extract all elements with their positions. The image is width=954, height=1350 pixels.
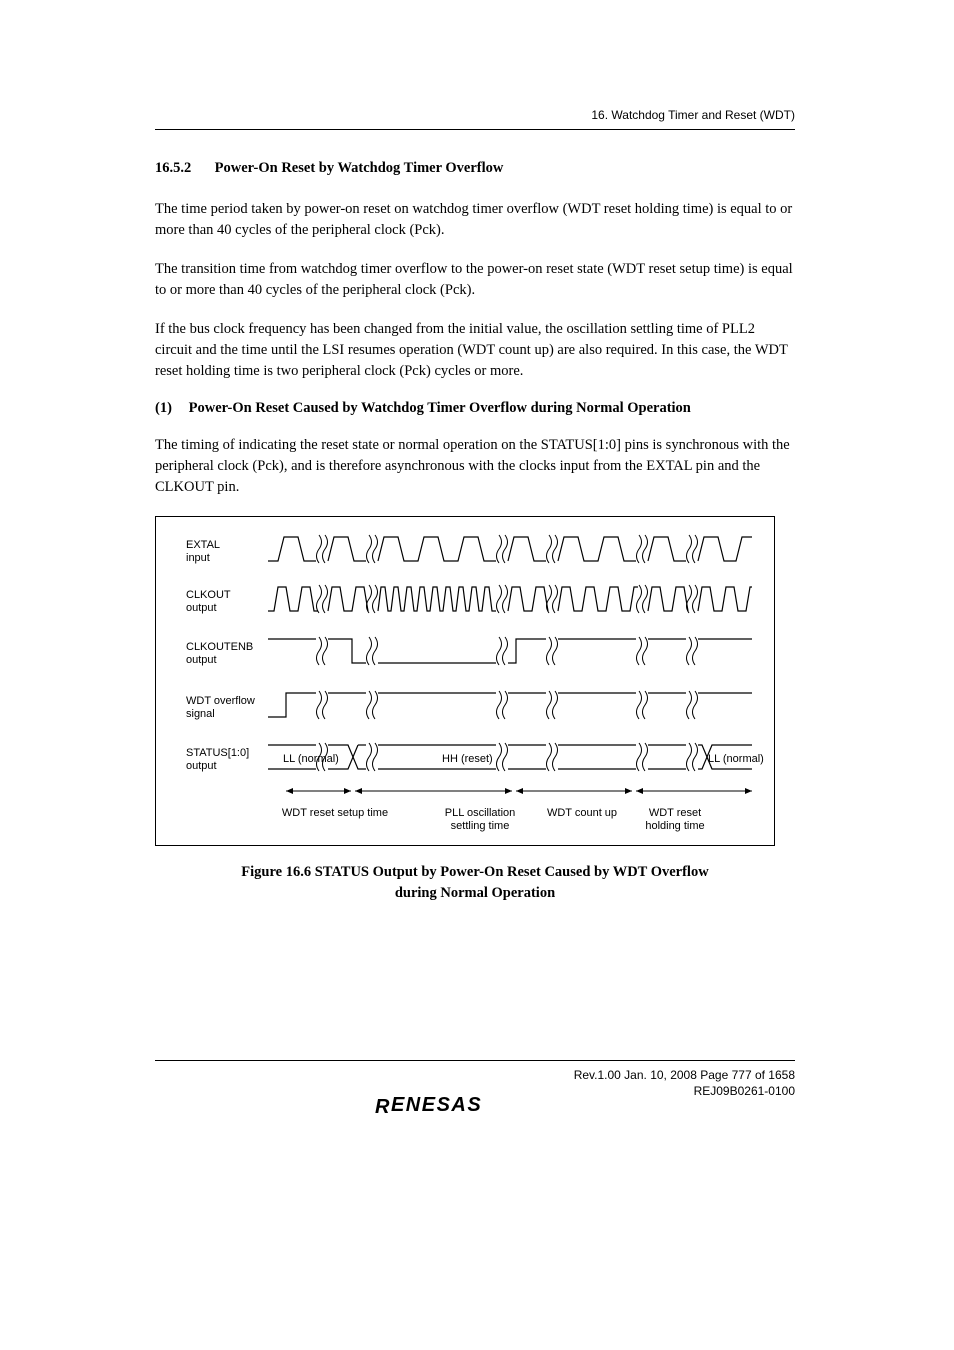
page-content: 16. Watchdog Timer and Reset (WDT) 16.5.… <box>155 108 795 904</box>
section-title: Power-On Reset by Watchdog Timer Overflo… <box>215 160 504 176</box>
running-head: 16. Watchdog Timer and Reset (WDT) <box>155 108 795 130</box>
footer-line-2: REJ09B0261-0100 <box>694 1084 795 1098</box>
paragraph-3: If the bus clock frequency has been chan… <box>155 319 795 382</box>
subsection-heading: (1) Power-On Reset Caused by Watchdog Ti… <box>155 400 795 417</box>
renesas-logo: RENESAS <box>375 1094 482 1117</box>
paragraph-4: The timing of indicating the reset state… <box>155 435 795 498</box>
waveforms-svg <box>156 517 774 845</box>
section-heading: 16.5.2 Power-On Reset by Watchdog Timer … <box>155 160 795 177</box>
timing-diagram: EXTALinput CLKOUToutput CLKOUTENBoutput … <box>155 516 775 846</box>
subsection-title: Power-On Reset Caused by Watchdog Timer … <box>189 400 691 416</box>
footer-line-1: Rev.1.00 Jan. 10, 2008 Page 777 of 1658 <box>574 1068 795 1082</box>
section-number: 16.5.2 <box>155 160 211 177</box>
paragraph-2: The transition time from watchdog timer … <box>155 259 795 301</box>
subsection-number: (1) <box>155 400 185 417</box>
figure-caption: Figure 16.6 STATUS Output by Power-On Re… <box>155 862 795 904</box>
paragraph-1: The time period taken by power-on reset … <box>155 199 795 241</box>
